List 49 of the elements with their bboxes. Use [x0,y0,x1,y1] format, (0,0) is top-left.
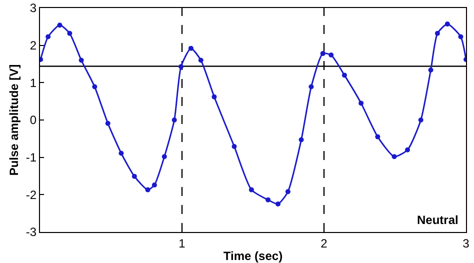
line-series [40,22,466,206]
point [248,187,254,192]
point [178,64,184,70]
point [418,118,424,122]
point [444,22,450,27]
point [132,174,137,179]
y-tick-label: -2 [26,188,37,202]
point [275,202,280,206]
point [458,34,464,40]
point [358,100,364,106]
point [392,154,397,160]
point [188,46,194,51]
y-tick-label: 2 [30,38,37,53]
annotation: Neutral [417,213,458,227]
x-tick-label: 3 [462,236,470,250]
point [428,67,434,72]
x-tick-label: 2 [320,236,328,250]
point [172,118,177,122]
point [328,52,334,58]
y-axis-title: Pulse amplitude [V] [7,64,22,176]
point [57,22,62,28]
point [212,94,217,100]
point [67,30,72,36]
point [198,58,204,63]
y-tick-label: 1 [30,76,37,90]
point [232,144,237,150]
y-tick-label: 3 [30,1,37,16]
point [285,189,290,194]
point [145,187,150,192]
x-axis-title: Time (sec) [223,249,283,263]
point [320,51,326,56]
y-tick-label: -3 [26,225,37,240]
x-tick-label: 1 [178,236,186,250]
point [308,84,314,90]
point [162,154,167,160]
point [405,147,410,152]
point [118,150,124,156]
y-tick-label: -1 [26,150,37,165]
point [342,72,347,78]
point [105,120,110,126]
point [92,84,98,90]
point [152,182,157,188]
point [375,134,380,140]
point [266,197,271,202]
point [78,58,84,63]
point [46,34,51,40]
point [298,137,304,142]
y-tick-label: 0 [30,113,37,128]
point [434,30,440,36]
